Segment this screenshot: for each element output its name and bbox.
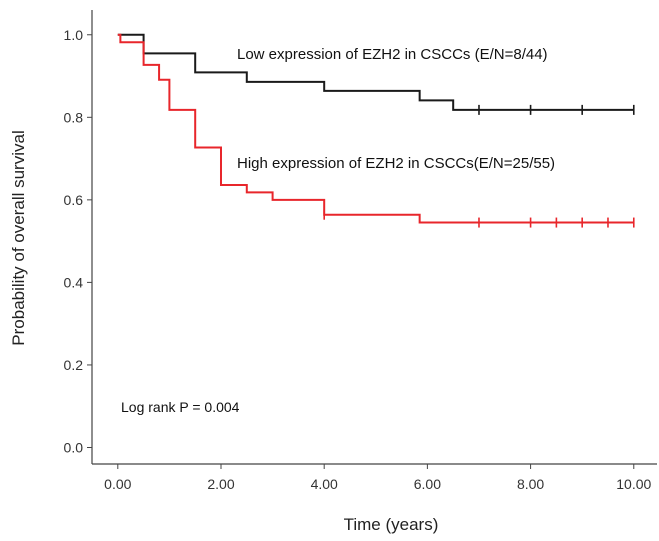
y-tick-label: 0.0 bbox=[64, 439, 84, 455]
x-tick-label: 0.00 bbox=[104, 476, 131, 492]
x-tick-label: 8.00 bbox=[517, 476, 544, 492]
survival-curve-low bbox=[117, 33, 634, 111]
axes bbox=[91, 10, 657, 465]
log-rank-annotation: Log rank P = 0.004 bbox=[121, 399, 240, 415]
y-tick-label: 0.4 bbox=[64, 274, 84, 290]
x-tick-label: 6.00 bbox=[414, 476, 441, 492]
y-axis-title: Probability of overall survival bbox=[9, 130, 28, 345]
survival-curves bbox=[117, 33, 634, 224]
y-tick-label: 0.8 bbox=[64, 109, 84, 125]
censor-marks bbox=[323, 104, 635, 228]
survival-curve-high bbox=[117, 33, 634, 224]
x-tick-label: 10.00 bbox=[616, 476, 651, 492]
y-tick-label: 0.6 bbox=[64, 192, 84, 208]
series-label-low: Low expression of EZH2 in CSCCs (E/N=8/4… bbox=[237, 46, 548, 63]
ticks: 0.00 2.00 4.00 6.00 8.00 10.00 0.0 0.2 0.4 0.6 0.8… bbox=[64, 27, 652, 492]
x-tick-label: 2.00 bbox=[207, 476, 234, 492]
y-tick-label: 0.2 bbox=[64, 357, 84, 373]
x-axis-title: Time (years) bbox=[344, 515, 439, 534]
series-label-high: High expression of EZH2 in CSCCs(E/N=25/… bbox=[237, 155, 555, 172]
x-tick-label: 4.00 bbox=[311, 476, 338, 492]
y-tick-label: 1.0 bbox=[64, 27, 84, 43]
